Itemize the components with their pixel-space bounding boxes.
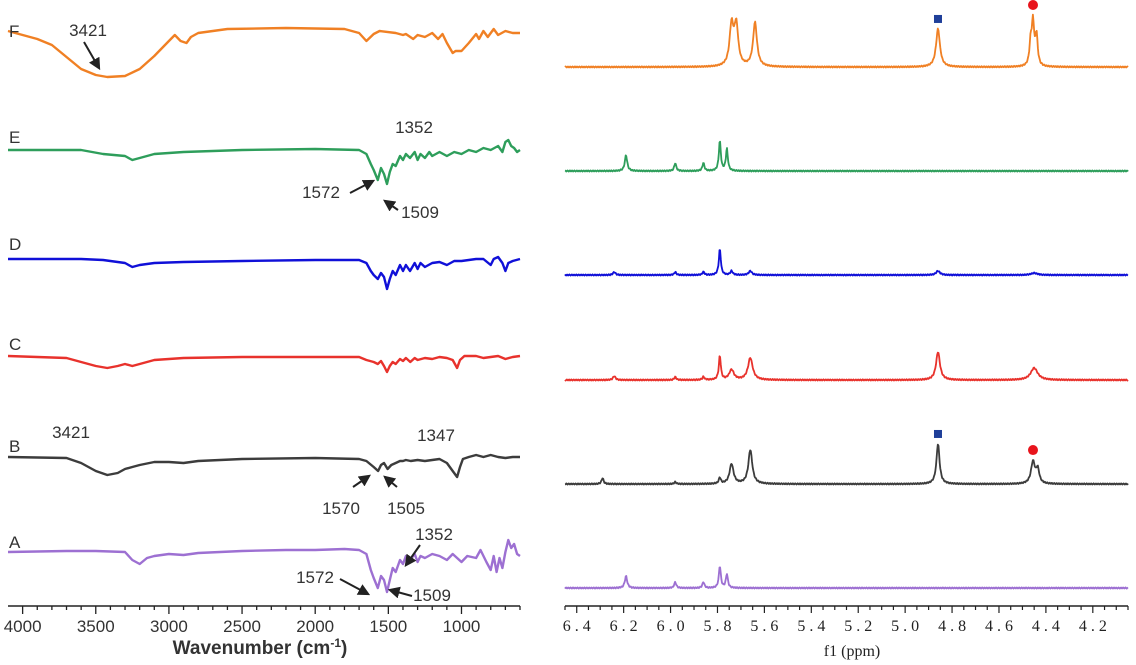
ftir-arrow-A-1572 xyxy=(339,578,371,596)
nmr-square-marker-F xyxy=(933,14,942,23)
ftir-panel-label-D: D xyxy=(9,235,21,254)
ftir-panel-label-C: C xyxy=(9,335,21,354)
nmr-tick-label-4.8: 4 . 8 xyxy=(938,618,966,635)
ftir-annotation-B-1570: 1570 xyxy=(322,499,360,518)
ftir-annotation-A-1509: 1509 xyxy=(413,586,451,605)
ftir-panel: F E D C B A 3421 1352 1572 1509 3421 1347 1570 1505 1… xyxy=(4,21,521,659)
nmr-circle-marker-B xyxy=(1027,445,1038,456)
nmr-panel: 6 . 4 6 . 2 6 . 0 5 . 8 5 . 6 5 . 4 5 . 2 5 . 0… xyxy=(563,0,1129,660)
ftir-arrow-F-3421 xyxy=(83,41,101,71)
ftir-annotation-E-1352: 1352 xyxy=(395,118,433,137)
nmr-tick-label-5.6: 5 . 6 xyxy=(750,618,778,635)
ftir-panel-label-E: E xyxy=(9,128,20,147)
ftir-arrow-B-1505 xyxy=(383,475,398,488)
nmr-tick-label-5.8: 5 . 8 xyxy=(703,618,731,635)
nmr-tick-label-6.0: 6 . 0 xyxy=(657,618,685,635)
nmr-trace-B xyxy=(564,443,1129,486)
nmr-trace-F xyxy=(564,13,1129,69)
ftir-x-axis: 4000 3500 3000 2500 2000 1500 1000 xyxy=(4,605,521,636)
nmr-trace-A xyxy=(564,566,1129,590)
ftir-arrow-E-1572 xyxy=(349,179,376,194)
ftir-annotation-E-1509: 1509 xyxy=(401,203,439,222)
nmr-square-marker-B xyxy=(933,429,942,438)
nmr-circle-marker-F xyxy=(1027,0,1038,11)
nmr-tick-label-4.2: 4 . 2 xyxy=(1079,618,1107,635)
ftir-annotation-B-3421: 3421 xyxy=(52,423,90,442)
ftir-trace-F xyxy=(7,26,520,79)
ftir-panel-label-A: A xyxy=(9,533,21,552)
ftir-arrow-E-1509 xyxy=(383,199,399,212)
ftir-tick-label-1000: 1000 xyxy=(443,617,481,636)
ftir-annotations: 3421 1352 1572 1509 3421 1347 1570 1505 1352 1572… xyxy=(52,21,455,605)
nmr-trace-D xyxy=(564,249,1129,277)
nmr-tick-label-6.2: 6 . 2 xyxy=(610,618,638,635)
ftir-annotation-E-1572: 1572 xyxy=(302,183,340,202)
ftir-tick-label-1500: 1500 xyxy=(369,617,407,636)
ftir-panel-label-B: B xyxy=(9,437,20,456)
nmr-markers xyxy=(933,0,1038,456)
ftir-tick-label-2000: 2000 xyxy=(296,617,334,636)
ftir-x-label-main: Wavenumber (cm xyxy=(173,638,331,659)
ftir-tick-label-3000: 3000 xyxy=(150,617,188,636)
ftir-panel-label-F: F xyxy=(9,22,19,41)
nmr-tick-label-4.6: 4 . 6 xyxy=(985,618,1013,635)
nmr-tick-label-5.4: 5 . 4 xyxy=(797,618,825,635)
ftir-tick-label-2500: 2500 xyxy=(223,617,261,636)
ftir-annotation-A-1572: 1572 xyxy=(296,568,334,587)
nmr-x-axis-label: f1 (ppm) xyxy=(824,643,880,660)
ftir-annotation-B-1347: 1347 xyxy=(417,426,455,445)
ftir-series-group xyxy=(7,26,521,594)
ftir-x-axis-label: Wavenumber (cm-1) xyxy=(173,636,348,659)
ftir-trace-C xyxy=(7,354,521,374)
nmr-x-axis: 6 . 4 6 . 2 6 . 0 5 . 8 5 . 6 5 . 4 5 . 2 5 . 0… xyxy=(563,605,1129,635)
ftir-trace-B xyxy=(7,453,520,479)
ftir-annotation-B-1505: 1505 xyxy=(387,499,425,518)
ftir-arrow-A-1352 xyxy=(404,544,421,567)
ftir-tick-label-4000: 4000 xyxy=(4,617,42,636)
nmr-tick-label-4.4: 4 . 4 xyxy=(1032,618,1060,635)
ftir-annotation-A-1352: 1352 xyxy=(415,525,453,544)
ftir-x-label-close: ) xyxy=(341,638,347,659)
ftir-arrow-B-1570 xyxy=(352,474,371,488)
ftir-panel-labels: F E D C B A xyxy=(9,22,21,552)
ftir-annotation-F-3421: 3421 xyxy=(69,21,107,40)
ftir-arrow-A-1509 xyxy=(387,586,413,599)
nmr-tick-label-6.4: 6 . 4 xyxy=(563,618,591,635)
nmr-series-group xyxy=(564,13,1129,590)
nmr-trace-C xyxy=(564,351,1129,382)
ftir-trace-E xyxy=(8,138,521,186)
nmr-tick-label-5.0: 5 . 0 xyxy=(891,618,919,635)
ftir-trace-A xyxy=(7,538,521,594)
ftir-tick-label-3500: 3500 xyxy=(77,617,115,636)
ftir-x-label-sup: -1 xyxy=(330,636,341,650)
nmr-tick-label-5.2: 5 . 2 xyxy=(844,618,872,635)
nmr-trace-E xyxy=(564,140,1129,173)
ftir-trace-D xyxy=(8,255,521,291)
